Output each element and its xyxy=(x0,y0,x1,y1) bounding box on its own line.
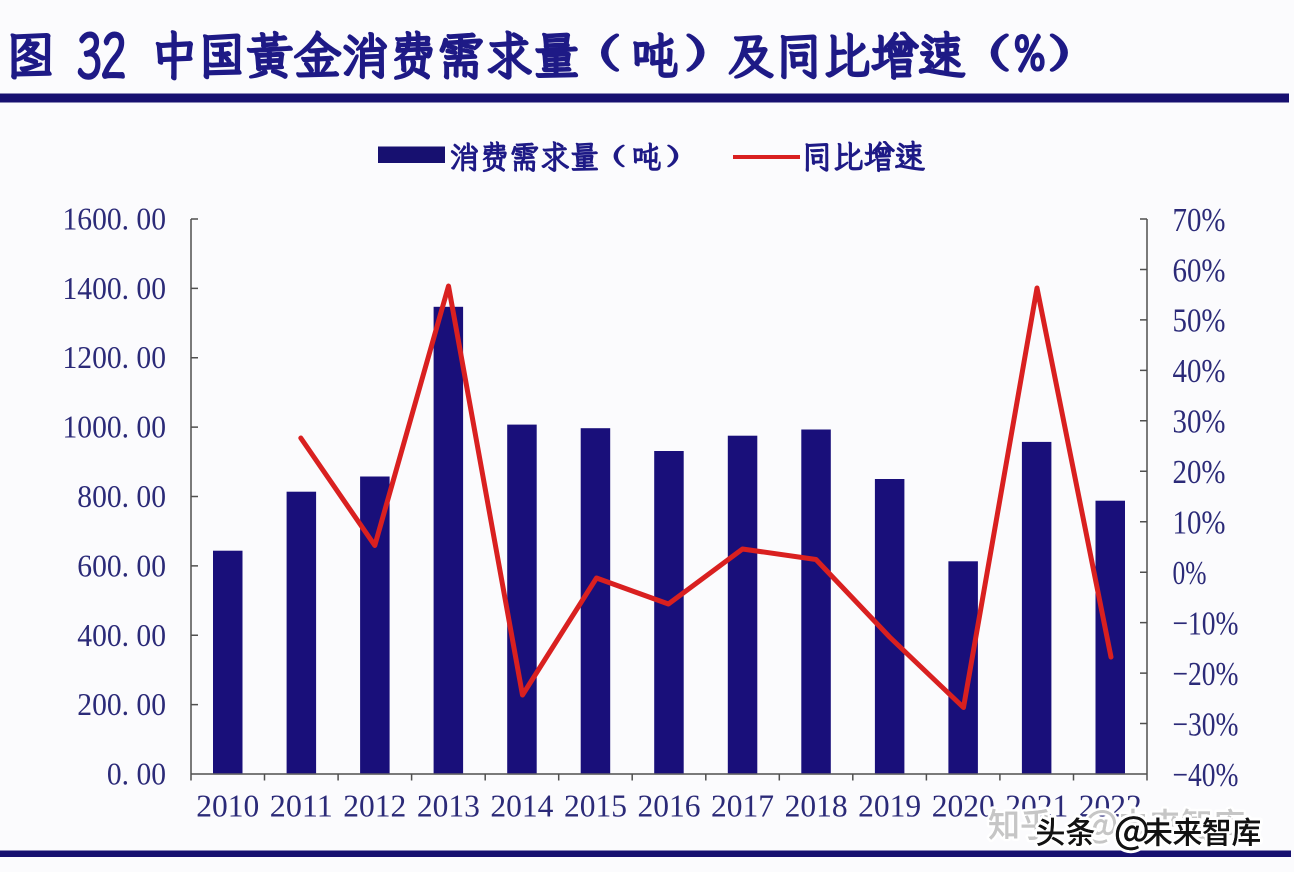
svg-text:2014: 2014 xyxy=(490,789,553,824)
svg-text:2013: 2013 xyxy=(417,789,480,824)
svg-text:20%: 20% xyxy=(1173,454,1226,491)
svg-text:70%: 70% xyxy=(1173,202,1226,239)
svg-text:−30%: −30% xyxy=(1173,706,1239,743)
svg-text:30%: 30% xyxy=(1173,404,1226,441)
svg-text:2011: 2011 xyxy=(270,789,333,824)
svg-text:2018: 2018 xyxy=(785,789,848,824)
svg-text:−20%: −20% xyxy=(1173,656,1239,693)
svg-text:60%: 60% xyxy=(1173,252,1226,289)
svg-text:50%: 50% xyxy=(1173,303,1226,340)
svg-text:2010: 2010 xyxy=(196,789,259,824)
svg-text:40%: 40% xyxy=(1173,353,1226,390)
svg-text:0. 00: 0. 00 xyxy=(107,757,166,792)
svg-text:800. 00: 800. 00 xyxy=(77,479,166,514)
svg-text:1000. 00: 1000. 00 xyxy=(63,410,167,445)
svg-text:200. 00: 200. 00 xyxy=(77,687,166,722)
svg-text:0%: 0% xyxy=(1173,555,1207,592)
svg-text:10%: 10% xyxy=(1173,505,1226,542)
svg-text:2016: 2016 xyxy=(638,789,701,824)
svg-text:1600. 00: 1600. 00 xyxy=(63,202,167,237)
svg-text:−40%: −40% xyxy=(1173,757,1239,794)
svg-text:600. 00: 600. 00 xyxy=(77,548,166,583)
svg-text:2017: 2017 xyxy=(711,789,774,824)
svg-text:2012: 2012 xyxy=(343,789,406,824)
svg-text:2019: 2019 xyxy=(858,789,921,824)
svg-text:1400. 00: 1400. 00 xyxy=(63,271,167,306)
svg-text:2015: 2015 xyxy=(564,789,627,824)
svg-text:2020: 2020 xyxy=(932,789,995,824)
svg-text:1200. 00: 1200. 00 xyxy=(63,340,167,375)
svg-text:400. 00: 400. 00 xyxy=(77,618,166,653)
svg-text:−10%: −10% xyxy=(1173,605,1239,642)
